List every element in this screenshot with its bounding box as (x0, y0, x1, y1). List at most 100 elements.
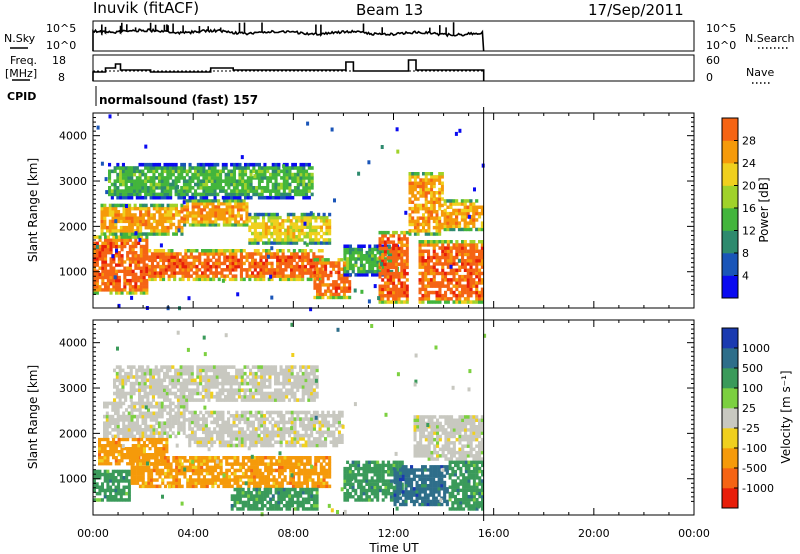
heatmap-cell-0-8 (419, 229, 423, 233)
heatmap-cell-0-1 (158, 232, 162, 236)
heatmap-cell-0-0 (131, 291, 135, 295)
heatmap-cell-0-11 (174, 179, 178, 183)
heatmap-cell-0-11 (177, 192, 181, 197)
heatmap-cell-1-4 (207, 427, 211, 431)
heatmap-cell-1-1 (114, 401, 117, 406)
heatmap-cell-0-6 (362, 269, 366, 274)
heatmap-cell-0-2 (159, 252, 163, 256)
heatmap-cell-0-9 (435, 262, 439, 266)
heatmap-cell-0-11 (241, 186, 245, 190)
heatmap-cell-1-4 (188, 433, 192, 438)
heatmap-cell-1-2 (162, 453, 166, 457)
heatmap-cell-0-11 (230, 189, 234, 193)
heatmap-cell-1-2 (159, 453, 163, 457)
heatmap-cell-1-3 (186, 484, 190, 489)
heatmap-cell-1-5 (263, 504, 267, 508)
heatmap-cell-0-2 (273, 252, 277, 256)
heatmap-cell-0-2 (217, 271, 221, 275)
heatmap-cell-0-2 (198, 252, 202, 256)
heatmap-cell-0-11 (180, 162, 184, 167)
heatmap-cell-0-2 (173, 255, 177, 259)
heatmap-cell-0-1 (139, 225, 143, 230)
heatmap-cell-0-6 (343, 269, 347, 274)
heatmap-cell-0-4 (317, 241, 321, 245)
heatmap-cell-0-5 (334, 264, 338, 268)
heatmap-cell-0-11 (144, 162, 148, 167)
heatmap-cell-0-0 (142, 238, 146, 242)
heatmap-cell-1-2 (159, 437, 163, 442)
heatmap-cell-0-9 (435, 243, 439, 247)
heatmap-cell-0-6 (362, 257, 366, 261)
heatmap-cell-0-3 (186, 214, 190, 218)
heatmap-cell-1-0 (109, 495, 113, 499)
heatmap-cell-1-1 (125, 408, 128, 412)
heatmap-cell-0-1 (122, 216, 126, 220)
heatmap-cell-0-9 (478, 274, 482, 279)
heatmap-cell-0-1 (150, 203, 154, 208)
heatmap-cell-0-9 (475, 243, 479, 247)
heatmap-cell-0-11 (299, 162, 303, 167)
heatmap-cell-0-1 (108, 219, 112, 224)
heatmap-cell-0-11 (202, 195, 206, 200)
heatmap-cell-0-3 (217, 202, 221, 206)
heatmap-cell-1-2 (162, 437, 166, 442)
heatmap-cell-0-2 (290, 277, 294, 282)
heatmap-cell-0-5 (345, 295, 349, 300)
heatmap-cell-0-4 (300, 212, 304, 217)
heatmap-cell-0-10 (443, 215, 447, 219)
heatmap-cell-0-2 (153, 271, 157, 275)
heatmap-cell-1-1 (149, 404, 153, 409)
heatmap-cell-0-4 (262, 225, 266, 229)
heatmap-cell-0-0 (120, 254, 124, 258)
heatmap-cell-0-3 (245, 202, 249, 206)
heatmap-cell-0-3 (239, 217, 243, 221)
heatmap-cell-0-4 (300, 238, 304, 242)
heatmap-cell-1-3 (269, 465, 273, 470)
heatmap-cell-1-4 (190, 414, 194, 418)
nsky-trace (92, 22, 485, 52)
heatmap-cell-1-3 (236, 462, 240, 466)
heatmap-cell-1-4 (282, 427, 286, 431)
heatmap-cell-0-10 (449, 221, 453, 225)
heatmap-cell-0-7 (386, 237, 390, 241)
heatmap-cell-0-11 (244, 195, 248, 200)
heatmap-cell-1-2 (126, 456, 130, 460)
heatmap-cell-1-5 (255, 494, 259, 498)
heatmap-cell-0-9 (469, 262, 473, 266)
heatmap-cell-1-4 (240, 414, 244, 418)
heatmap-cell-0-2 (265, 255, 269, 259)
freq-label-line1: Freq. (10, 54, 37, 67)
heatmap-cell-0-4 (292, 235, 296, 239)
heatmap-cell-1-3 (197, 475, 201, 479)
heatmap-cell-1-3 (161, 478, 165, 482)
heatmap-cell-0-1 (172, 222, 176, 227)
heatmap-cell-0-2 (315, 274, 319, 278)
heatmap-cell-0-1 (147, 216, 151, 220)
heatmap-cell-0-2 (203, 271, 207, 275)
heatmap-cell-0-4 (259, 238, 263, 242)
heatmap-cell-0-1 (100, 216, 104, 220)
heatmap-cell-1-4 (276, 414, 280, 418)
heatmap-cell-0-6 (359, 247, 363, 252)
heatmap-cell-0-6 (365, 269, 369, 274)
heatmap-cell-0-9 (441, 278, 445, 282)
heatmap-cell-0-8 (424, 229, 428, 233)
heatmap-cell-0-6 (357, 244, 361, 248)
heatmap-cell-0-9 (463, 290, 467, 295)
heatmap-cell-0-9 (429, 265, 433, 269)
heatmap-cell-0-1 (163, 210, 167, 214)
heatmap-cell-1-2 (117, 444, 121, 448)
heatmap-cell-1-3 (225, 475, 229, 479)
heatmap-cell-0-0 (134, 235, 138, 239)
heatmap-cell-0-2 (278, 271, 282, 275)
heatmap-cell-1-4 (260, 440, 264, 444)
heatmap-cell-0-9 (455, 271, 459, 276)
heatmap-cell-0-0 (128, 285, 132, 289)
heatmap-cell-1-2 (123, 447, 127, 451)
heatmap-cell-0-0 (101, 266, 105, 270)
heatmap-cell-0-9 (475, 300, 479, 304)
heatmap-cell-0-7 (400, 237, 404, 241)
heatmap-cell-0-7 (397, 281, 401, 285)
heatmap-cell-0-4 (248, 228, 252, 233)
heatmap-cell-0-7 (389, 265, 393, 270)
